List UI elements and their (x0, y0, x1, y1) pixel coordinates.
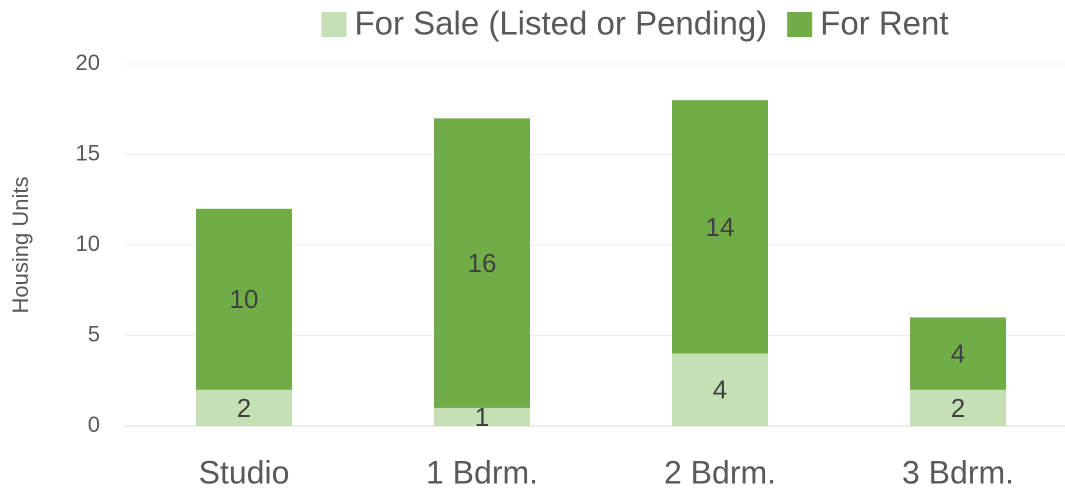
legend-label: For Sale (Listed or Pending) (354, 5, 767, 42)
x-tick-label: 3 Bdrm. (902, 454, 1014, 490)
bar-segment (434, 407, 530, 426)
data-label: 4 (713, 375, 727, 405)
bar-segment (910, 389, 1006, 426)
legend-label: For Rent (820, 5, 948, 42)
bar-segment (672, 353, 768, 426)
legend-swatch (321, 12, 347, 37)
bar-segment (196, 389, 292, 426)
data-label: 1 (475, 402, 489, 432)
y-tick-label: 5 (88, 321, 100, 346)
y-tick-label: 15 (76, 140, 100, 165)
x-tick-label: 1 Bdrm. (426, 454, 538, 490)
y-tick-label: 20 (76, 50, 100, 75)
x-tick-label: 2 Bdrm. (664, 454, 776, 490)
x-tick-label: Studio (199, 454, 290, 490)
data-label: 4 (951, 338, 965, 368)
data-label: 10 (230, 284, 259, 314)
data-label: 2 (951, 393, 965, 423)
data-label: 14 (706, 212, 735, 242)
bar-segment (434, 118, 530, 408)
bar-segment (196, 208, 292, 390)
legend-swatch (787, 12, 813, 37)
y-tick-label: 10 (76, 231, 100, 256)
y-tick-label: 0 (88, 412, 100, 437)
bar-segment (910, 317, 1006, 390)
y-axis-title: Housing Units (8, 177, 33, 314)
data-label: 2 (237, 393, 251, 423)
data-label: 16 (468, 248, 497, 278)
bar-segment (672, 100, 768, 354)
